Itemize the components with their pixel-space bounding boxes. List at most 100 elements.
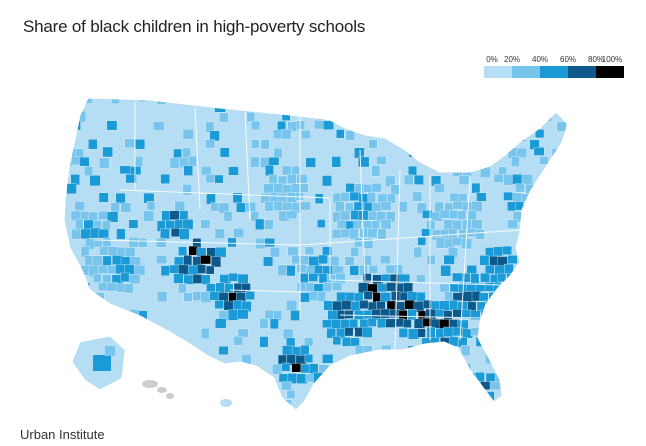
county-442 bbox=[116, 283, 126, 293]
county-299 bbox=[466, 228, 477, 237]
county-82 bbox=[408, 146, 420, 158]
county-59 bbox=[443, 129, 455, 139]
county-106 bbox=[558, 155, 567, 165]
county-681 bbox=[547, 372, 558, 383]
county-344 bbox=[84, 255, 94, 267]
county-21 bbox=[493, 102, 505, 112]
county-386 bbox=[286, 265, 296, 277]
county-546 bbox=[407, 308, 417, 321]
county-450 bbox=[296, 282, 307, 292]
us-choropleth-map bbox=[63, 97, 569, 411]
county-320 bbox=[525, 237, 538, 247]
county-477 bbox=[209, 291, 221, 301]
county-47 bbox=[466, 120, 477, 132]
county-127 bbox=[205, 173, 215, 184]
county-181 bbox=[449, 192, 460, 202]
county-258 bbox=[165, 220, 176, 229]
county-593 bbox=[443, 326, 454, 337]
county-691 bbox=[335, 382, 347, 394]
county-387 bbox=[296, 264, 307, 273]
county-36 bbox=[106, 120, 118, 131]
county-410 bbox=[173, 273, 184, 284]
county-53 bbox=[281, 128, 292, 140]
county-112 bbox=[228, 166, 239, 176]
county-694 bbox=[408, 382, 418, 394]
county-345 bbox=[92, 255, 103, 267]
county-230 bbox=[169, 210, 180, 220]
county-561 bbox=[322, 319, 333, 328]
county-629 bbox=[551, 345, 562, 356]
county-655 bbox=[164, 364, 174, 376]
county-606 bbox=[350, 337, 360, 347]
county-362 bbox=[344, 256, 355, 266]
county-255 bbox=[102, 220, 111, 231]
county-142 bbox=[521, 174, 533, 186]
county-122 bbox=[560, 165, 568, 176]
county-454 bbox=[332, 282, 342, 291]
county-151 bbox=[299, 183, 309, 193]
county-190 bbox=[110, 202, 120, 214]
county-327 bbox=[124, 247, 136, 259]
county-370 bbox=[507, 255, 518, 264]
county-159 bbox=[515, 183, 525, 193]
chart-title: Share of black children in high-poverty … bbox=[23, 17, 366, 36]
county-111 bbox=[201, 166, 212, 176]
county-56 bbox=[345, 130, 355, 141]
county-235 bbox=[286, 210, 298, 220]
county-725 bbox=[385, 408, 396, 410]
county-58 bbox=[435, 129, 448, 139]
legend-swatch-0 bbox=[484, 66, 512, 78]
county-243 bbox=[422, 210, 433, 219]
county-658 bbox=[272, 363, 283, 375]
county-665 bbox=[399, 363, 409, 375]
county-32 bbox=[507, 112, 519, 123]
county-208 bbox=[380, 201, 392, 211]
county-183 bbox=[476, 192, 487, 202]
county-287 bbox=[233, 228, 244, 238]
county-586 bbox=[354, 327, 364, 337]
county-292 bbox=[367, 228, 378, 238]
state-border-2 bbox=[244, 111, 251, 221]
county-605 bbox=[342, 337, 352, 347]
county-639 bbox=[286, 354, 296, 366]
county-585 bbox=[344, 327, 354, 337]
county-562 bbox=[331, 319, 342, 330]
county-356 bbox=[263, 256, 274, 267]
county-213 bbox=[452, 201, 463, 210]
county-666 bbox=[461, 363, 472, 373]
county-139 bbox=[493, 174, 504, 183]
county-133 bbox=[322, 175, 332, 187]
county-511 bbox=[350, 301, 361, 312]
county-260 bbox=[182, 219, 194, 230]
county-498 bbox=[471, 291, 482, 302]
county-433 bbox=[497, 273, 507, 283]
county-384 bbox=[205, 265, 215, 275]
county-690 bbox=[318, 381, 328, 391]
county-471 bbox=[84, 291, 93, 301]
county-522 bbox=[449, 299, 459, 311]
county-583 bbox=[326, 328, 336, 339]
county-154 bbox=[363, 184, 373, 193]
county-524 bbox=[467, 301, 477, 312]
county-104 bbox=[511, 156, 520, 167]
county-333 bbox=[269, 247, 280, 258]
county-278 bbox=[71, 228, 83, 240]
county-174 bbox=[340, 192, 350, 202]
county-203 bbox=[335, 201, 345, 212]
county-145 bbox=[66, 183, 77, 195]
county-219 bbox=[534, 202, 546, 213]
county-399 bbox=[485, 264, 495, 275]
county-12 bbox=[497, 98, 507, 104]
county-633 bbox=[160, 354, 170, 363]
county-67 bbox=[134, 139, 146, 150]
county-191 bbox=[120, 202, 132, 213]
county-390 bbox=[322, 265, 333, 275]
county-101 bbox=[331, 156, 341, 168]
alaska-county-dark bbox=[93, 355, 111, 371]
county-28 bbox=[381, 111, 393, 122]
county-250 bbox=[521, 211, 533, 221]
county-325 bbox=[107, 246, 119, 257]
county-163 bbox=[115, 192, 126, 204]
county-644 bbox=[377, 354, 388, 364]
county-15 bbox=[70, 102, 80, 112]
